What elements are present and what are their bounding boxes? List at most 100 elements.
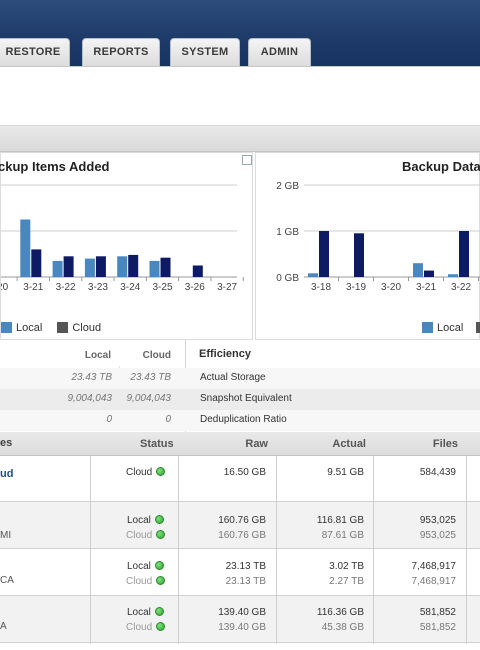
col-header-status[interactable]: Status <box>140 438 174 450</box>
device-status: Cloud <box>126 467 166 478</box>
files-value: 7,468,917 <box>411 576 457 587</box>
bar-cloud <box>95 256 106 277</box>
bar-cloud <box>319 231 329 277</box>
raw-value: 139.40 GB <box>218 622 266 633</box>
device-status-cloud: Cloud <box>126 622 166 633</box>
status-ok-icon <box>156 622 166 631</box>
status-label: Local <box>127 561 151 572</box>
col-header-name[interactable]: es <box>0 437 13 449</box>
status-label: Local <box>127 515 151 526</box>
files-value: 584,439 <box>419 467 456 478</box>
status-ok-icon <box>156 467 166 476</box>
stats-label: Snapshot Equivalent <box>200 393 292 404</box>
raw-value: 160.76 GB <box>218 530 266 541</box>
stats-label: Deduplication Ratio <box>200 414 287 425</box>
tab-system[interactable]: SYSTEM <box>170 38 240 66</box>
raw-value: 16.50 GB <box>223 467 266 478</box>
table-row[interactable]: CA Local Cloud 23.13 TB 23.13 TB 3.02 TB… <box>0 549 480 596</box>
legend-cloud-label: Cloud <box>72 322 102 334</box>
device-status-local: Local <box>127 515 164 526</box>
y-tick-label: 2 GB <box>276 181 299 192</box>
bar-cloud <box>424 270 434 277</box>
stats-local-value: 9,004,043 <box>67 393 113 404</box>
legend-local-label: Local <box>437 322 464 334</box>
devices-table: es Status Raw Actual Files ud Cloud 16.5… <box>0 432 480 650</box>
sub-toolbar <box>0 66 480 126</box>
stats-header-row: Local Cloud Efficiency <box>0 344 480 366</box>
x-tick-label: 3-24 <box>120 282 140 293</box>
bar-local <box>117 256 128 277</box>
backup-items-chart-panel: ckup Items Added -20 3-21 3-22 3-23 3-24 3-25… <box>0 152 253 340</box>
tab-restore[interactable]: RESTORE <box>0 38 70 66</box>
x-tick-label: 3-21 <box>23 282 43 293</box>
actual-value: 45.38 GB <box>321 622 364 633</box>
x-tick-label: -20 <box>1 282 9 293</box>
status-ok-icon <box>154 515 164 524</box>
column-divider <box>178 456 179 644</box>
backup-data-chart-panel: Backup Data 2 GB 1 GB 0 GB 3-18 3-19 3-20 3-21… <box>255 152 480 340</box>
chart-legend: Local Cloud <box>1 322 101 334</box>
chart-legend: Local <box>422 322 480 334</box>
device-status-local: Local <box>127 607 164 618</box>
table-header: es Status Raw Actual Files <box>0 432 480 456</box>
actual-value: 9.51 GB <box>327 467 364 478</box>
files-value: 581,852 <box>419 607 456 618</box>
column-divider <box>373 456 374 644</box>
bar-local <box>149 260 160 277</box>
x-tick-label: 3-27 <box>217 282 237 293</box>
stats-cloud-header: Cloud <box>142 350 171 361</box>
tab-admin[interactable]: ADMIN <box>248 38 311 66</box>
stats-local-value: 23.43 TB <box>71 372 112 383</box>
table-row[interactable]: MI Local Cloud 160.76 GB 160.76 GB 116.8… <box>0 502 480 549</box>
bar-cloud <box>160 257 171 277</box>
raw-value: 23.13 TB <box>225 561 266 572</box>
x-tick-label: 3-25 <box>152 282 172 293</box>
bar-local <box>20 219 31 277</box>
stats-label: Actual Storage <box>200 372 266 383</box>
x-tick-label: 3-22 <box>56 282 76 293</box>
stats-cloud-value: 9,004,043 <box>126 393 172 404</box>
items-added-bar-chart: -20 3-21 3-22 3-23 3-24 3-25 3-26 3-27 <box>1 184 244 293</box>
column-divider <box>276 456 277 644</box>
actual-value: 116.36 GB <box>316 607 364 618</box>
legend-cloud-swatch <box>57 322 69 333</box>
expand-icon[interactable] <box>242 155 252 165</box>
column-divider <box>466 456 467 644</box>
x-tick-label: 3-21 <box>416 282 436 293</box>
backup-data-bar-chart: 2 GB 1 GB 0 GB 3-18 3-19 3-20 3-21 3-22 <box>276 181 480 293</box>
col-header-files[interactable]: Files <box>432 438 458 450</box>
stats-local-value: 0 <box>106 414 112 425</box>
status-ok-icon <box>154 561 164 570</box>
stats-row: 9,004,043 9,004,043 Snapshot Equivalent <box>0 389 480 410</box>
table-row[interactable]: ud Cloud 16.50 GB 9.51 GB 584,439 <box>0 456 480 502</box>
actual-value: 3.02 TB <box>329 561 364 572</box>
x-tick-label: 3-18 <box>311 282 331 293</box>
status-ok-icon <box>156 530 166 539</box>
actual-value: 2.27 TB <box>329 576 364 587</box>
x-tick-label: 3-26 <box>185 282 205 293</box>
bar-local <box>308 273 318 277</box>
bar-local <box>84 258 95 277</box>
stats-cloud-value: 23.43 TB <box>130 372 171 383</box>
raw-value: 23.13 TB <box>225 576 266 587</box>
status-ok-icon <box>156 576 166 585</box>
device-subtitle: A <box>0 621 7 632</box>
col-header-actual[interactable]: Actual <box>332 438 366 450</box>
files-value: 953,025 <box>419 515 456 526</box>
device-name-link[interactable]: ud <box>0 468 14 480</box>
status-label: Cloud <box>126 622 153 633</box>
status-label: Local <box>127 607 151 618</box>
x-tick-label: 3-23 <box>88 282 108 293</box>
column-divider <box>90 456 91 644</box>
bar-cloud <box>192 265 203 277</box>
y-tick-label: 0 GB <box>276 273 299 284</box>
tab-reports[interactable]: REPORTS <box>82 38 160 66</box>
device-status-cloud: Cloud <box>126 576 166 587</box>
table-row[interactable]: A Local Cloud 139.40 GB 139.40 GB 116.36… <box>0 596 480 643</box>
device-subtitle: MI <box>0 530 12 541</box>
col-header-raw[interactable]: Raw <box>245 438 268 450</box>
section-header-bar <box>0 126 480 152</box>
stats-local-header: Local <box>84 350 111 361</box>
panel-title: ckup Items Added <box>0 159 110 174</box>
device-status-local: Local <box>127 561 164 572</box>
